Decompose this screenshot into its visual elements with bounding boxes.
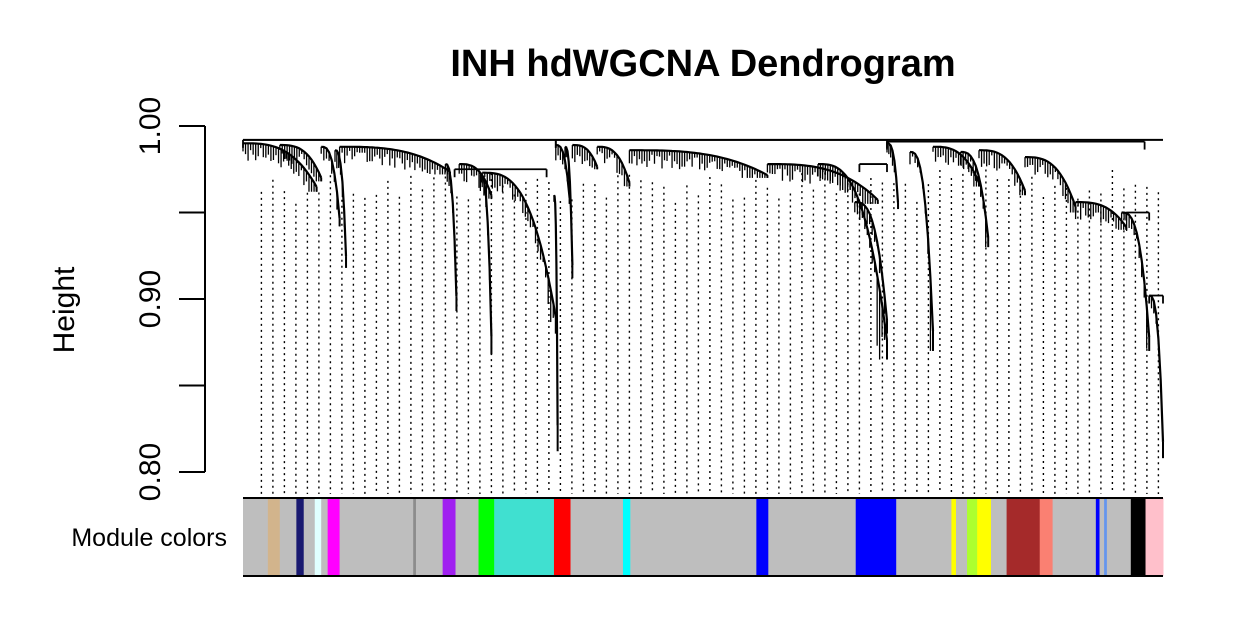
module-color-7 <box>327 498 341 576</box>
module-color-22 <box>896 498 952 576</box>
y-axis: 0.80 0.90 1.00 <box>134 97 206 501</box>
module-color-3 <box>296 498 305 576</box>
module-color-18 <box>630 498 757 576</box>
module-color-10 <box>415 498 444 576</box>
module-color-24 <box>956 498 968 576</box>
module-color-14 <box>494 498 555 576</box>
cluster-envelope-14 <box>629 149 768 177</box>
module-color-23 <box>951 498 957 576</box>
module-color-1 <box>267 498 281 576</box>
module-color-5 <box>314 498 322 576</box>
module-color-33 <box>1104 498 1108 576</box>
module-color-32 <box>1099 498 1105 576</box>
y-tick-label-0: 0.80 <box>134 443 167 501</box>
module-color-12 <box>455 498 480 576</box>
module-color-4 <box>303 498 316 576</box>
module-color-30 <box>1052 498 1097 576</box>
module-color-27 <box>990 498 1008 576</box>
module-color-21 <box>855 498 897 576</box>
module-color-17 <box>622 498 631 576</box>
module-color-13 <box>478 498 495 576</box>
cluster-envelope-26 <box>1148 294 1165 442</box>
module-color-28 <box>1006 498 1041 576</box>
cluster-envelope-19 <box>909 150 935 332</box>
module-color-31 <box>1095 498 1101 576</box>
module-color-0 <box>243 498 269 576</box>
module-color-11 <box>442 498 457 576</box>
dendrogram-branches <box>242 138 1165 459</box>
module-color-26 <box>977 498 992 576</box>
module-color-19 <box>756 498 769 576</box>
y-axis-label: Height <box>48 266 81 353</box>
y-tick-label-2: 0.90 <box>134 270 167 328</box>
module-color-8 <box>339 498 414 576</box>
module-color-16 <box>570 498 624 576</box>
module-color-36 <box>1145 498 1164 576</box>
module-color-29 <box>1039 498 1054 576</box>
chart-title: INH hdWGCNA Dendrogram <box>450 43 955 85</box>
y-tick-label-4: 1.00 <box>134 97 167 155</box>
module-color-9 <box>413 498 417 576</box>
module-color-15 <box>553 498 572 576</box>
module-color-2 <box>279 498 297 576</box>
module-color-25 <box>967 498 978 576</box>
module-color-6 <box>321 498 329 576</box>
module-color-34 <box>1106 498 1132 576</box>
module-color-20 <box>768 498 857 576</box>
cluster-envelope-24 <box>1075 201 1128 228</box>
module-colors-label: Module colors <box>71 524 227 552</box>
module-color-band <box>243 497 1164 577</box>
module-color-35 <box>1130 498 1147 576</box>
